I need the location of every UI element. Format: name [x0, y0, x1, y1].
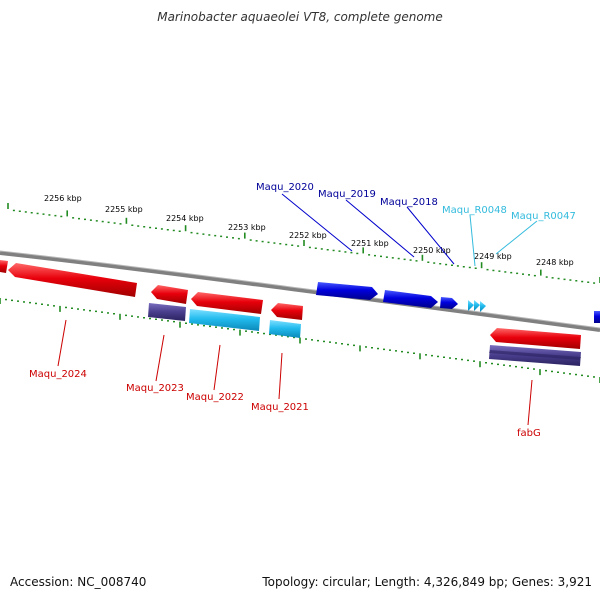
leader-line	[213, 344, 221, 391]
genome-backbone	[0, 251, 600, 332]
scale-label: 2256 kbp	[44, 194, 82, 203]
scale-ticks-inner	[0, 298, 600, 383]
scale-label: 2249 kbp	[474, 252, 512, 261]
leader-line	[406, 206, 455, 265]
accession-text: Accession: NC_008740	[10, 575, 147, 589]
leader-line	[345, 199, 415, 258]
gene-maqu-2018[interactable]	[440, 297, 458, 309]
gene-label[interactable]: Maqu_2024	[29, 369, 87, 380]
gene-maqu-2021a[interactable]	[271, 303, 303, 320]
gene-maqu-2022a[interactable]	[191, 292, 263, 314]
gene-label[interactable]: Maqu_2019	[318, 189, 376, 200]
gene-label[interactable]: Maqu_2018	[380, 197, 438, 208]
gene-label[interactable]: Maqu_2023	[126, 383, 184, 394]
gene-label[interactable]: Maqu_R0047	[511, 211, 576, 222]
gene-maqu-2021[interactable]	[269, 320, 301, 338]
gene-label[interactable]: Maqu_R0048	[442, 205, 507, 216]
scale-ticks-outer	[7, 203, 600, 284]
leader-line	[527, 379, 533, 426]
scale-label: 2255 kbp	[105, 205, 143, 214]
trna-maqu-r0048b[interactable]	[474, 300, 480, 311]
gene-maqu-2020[interactable]	[316, 282, 378, 300]
trna-maqu-r0047[interactable]	[480, 301, 486, 312]
scale-label: 2253 kbp	[228, 223, 266, 232]
gene-label[interactable]: Maqu_2022	[186, 392, 244, 403]
gene-fabg[interactable]	[490, 328, 581, 349]
scale-label: 2251 kbp	[351, 239, 389, 248]
gene-maqu-2023a[interactable]	[151, 285, 188, 304]
gene-partial-left[interactable]	[0, 260, 8, 273]
leader-line	[278, 352, 283, 400]
gene-partial-right[interactable]	[594, 311, 600, 323]
leader-line	[495, 220, 538, 255]
trna-maqu-r0048[interactable]	[468, 300, 474, 311]
leader-line	[281, 193, 353, 252]
gene-maqu-2019[interactable]	[383, 290, 438, 308]
leader-line	[469, 214, 476, 267]
gene-label[interactable]: fabG	[517, 428, 541, 439]
gene-maqu-2023[interactable]	[148, 303, 186, 321]
leader-line	[57, 319, 67, 367]
leader-line	[155, 334, 165, 382]
scale-label: 2250 kbp	[413, 246, 451, 255]
map-title: Marinobacter aquaeolei VT8, complete gen…	[157, 10, 443, 24]
gene-maqu-2022[interactable]	[189, 309, 260, 331]
genome-summary-text: Topology: circular; Length: 4,326,849 bp…	[262, 575, 592, 589]
scale-label: 2248 kbp	[536, 258, 574, 267]
scale-label: 2254 kbp	[166, 214, 204, 223]
scale-label: 2252 kbp	[289, 231, 327, 240]
gene-label[interactable]: Maqu_2021	[251, 402, 309, 413]
gene-maqu-2024[interactable]	[8, 263, 137, 297]
gene-label[interactable]: Maqu_2020	[256, 182, 314, 193]
